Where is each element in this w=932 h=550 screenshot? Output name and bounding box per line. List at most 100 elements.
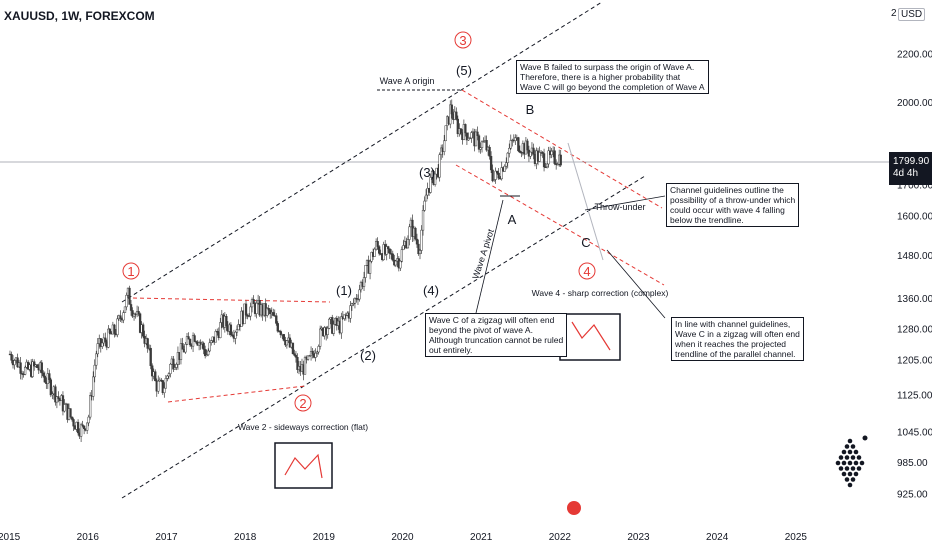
note-inline: In line with channel guidelines, Wave C … (671, 317, 804, 361)
candle-body (364, 265, 367, 278)
logo-dot (847, 482, 853, 488)
candle-body (216, 331, 219, 333)
candle-body (485, 140, 488, 151)
candle-body (508, 147, 511, 154)
arrow-inline (606, 249, 666, 319)
candle-body (465, 132, 469, 141)
candle-body (293, 353, 296, 356)
candle-body (131, 310, 134, 317)
candle-body (545, 163, 549, 168)
candle-body (306, 355, 310, 360)
candle-body (544, 166, 547, 168)
candle-body (40, 362, 43, 374)
candle-body (164, 378, 167, 389)
candle-body (317, 346, 320, 353)
candle-body (353, 298, 357, 304)
channel-upper-line (121, 1, 603, 303)
candle-body (514, 137, 517, 141)
x-tick-label: 2018 (234, 532, 257, 543)
candle-body (376, 241, 379, 247)
candle-body (526, 140, 529, 151)
drawings (0, 1, 889, 499)
candle-body (16, 357, 19, 368)
candle-body (219, 322, 222, 339)
candle-body (23, 367, 27, 375)
flat-schematic-box (274, 442, 333, 489)
symbol-title[interactable]: XAUUSD, 1W, FOREXCOM (4, 9, 155, 23)
candle-body (208, 342, 211, 352)
candle-body (113, 324, 116, 334)
wave4-caption: Wave 4 - sharp correction (complex) (532, 288, 669, 298)
candle-body (125, 294, 128, 308)
candle-body (387, 246, 390, 250)
candle-body (249, 306, 252, 317)
candle-body (76, 421, 80, 434)
wave-label-3: (3) (419, 165, 435, 180)
candle-body (285, 340, 289, 346)
candle-body (128, 287, 131, 305)
candle-body (49, 379, 52, 396)
candle-body (373, 248, 376, 257)
y-tick-label: 1280.00 (897, 325, 932, 336)
candle-body (414, 227, 417, 240)
logo-dot (841, 471, 847, 477)
candle-body (399, 260, 402, 269)
candle-body (19, 362, 22, 374)
price-axis: 925.00 985.00 1045.00 1125.00 1205.00 1280.00… (897, 50, 932, 501)
candle-body (72, 419, 75, 427)
time-axis: 2015 2016 2017 2018 2019 2020 2021 2022 2023 2024… (0, 532, 807, 543)
candle-body (553, 150, 556, 164)
logo-dot (856, 466, 862, 471)
wave-label-1: (1) (336, 283, 352, 298)
currency-button[interactable]: USD (898, 8, 926, 21)
candle-body (54, 386, 57, 403)
wave-label-circ2-circle (294, 394, 312, 412)
x-tick-label: 2016 (77, 532, 100, 543)
candle-body (246, 314, 249, 317)
candle-body (470, 132, 473, 139)
wave-label-circ1: 1 (127, 264, 134, 279)
candle-body (421, 210, 425, 231)
candle-body (279, 331, 282, 336)
price-badge: 1799.90 4d 4h (889, 152, 932, 185)
candle-body (93, 364, 96, 378)
candle-body (532, 147, 535, 155)
candle-body (82, 425, 86, 430)
candle-body (480, 141, 484, 148)
x-tick-label: 2020 (391, 532, 414, 543)
logo-dot (862, 435, 868, 441)
y-tick-label: 1600.00 (897, 211, 932, 222)
candle-body (267, 308, 270, 311)
candle-body (378, 246, 381, 254)
candle-body (388, 248, 391, 254)
channel-lower-line (121, 175, 646, 499)
candle-body (518, 150, 522, 153)
candle-body (137, 311, 140, 315)
candle-body (479, 147, 482, 150)
candle-body (468, 137, 472, 140)
candle-body (51, 393, 54, 396)
candle-body (476, 131, 479, 137)
candle-body (433, 173, 437, 185)
logo-dot (850, 444, 856, 449)
candle-body (456, 118, 459, 135)
candle-body (48, 373, 51, 380)
candle-body (252, 299, 255, 304)
candle-body (187, 336, 190, 340)
logo-dot (844, 466, 850, 471)
candle-body (450, 104, 453, 115)
candle-body (477, 135, 481, 150)
candle-body (255, 302, 258, 314)
candle-body (33, 361, 36, 367)
candle-body (173, 367, 177, 370)
candle-body (55, 396, 59, 403)
candle-body (194, 341, 198, 343)
candle-body (207, 350, 210, 356)
wave-label-b: B (526, 102, 535, 117)
logo-dot (835, 460, 841, 466)
tradingview-dots-logo (835, 435, 868, 488)
arrow-zigzag (475, 199, 504, 314)
candle-body (104, 337, 107, 343)
logo-dot (850, 455, 856, 460)
y-tick-label: 1045.00 (897, 428, 932, 439)
